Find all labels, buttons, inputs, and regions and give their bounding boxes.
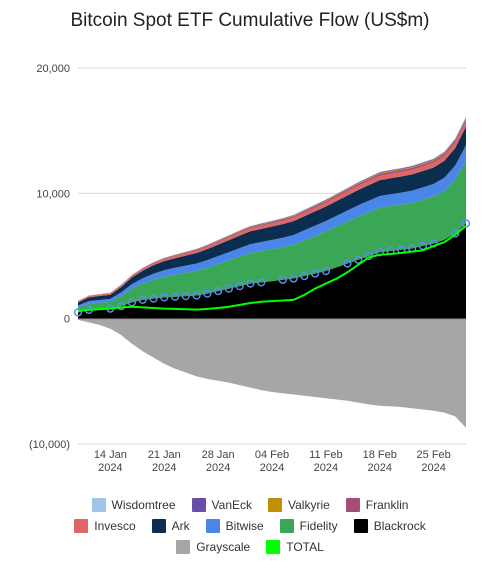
blackrock-marker	[73, 308, 83, 317]
blackrock-marker	[257, 278, 266, 287]
x-tick-label: 11 Feb 2024	[309, 449, 342, 474]
legend-item: TOTAL	[266, 540, 324, 554]
x-tick-label: 21 Jan 2024	[148, 449, 181, 474]
x-tick-label: 18 Feb 2024	[363, 449, 397, 474]
series-area-invesco	[78, 121, 466, 303]
blackrock-marker	[310, 269, 320, 278]
x-tick-label: 04 Feb 2024	[255, 449, 289, 474]
legend-label: Valkyrie	[288, 498, 330, 512]
legend-item: Valkyrie	[268, 498, 330, 512]
legend-row: Grayscale TOTAL	[0, 540, 500, 554]
legend-swatch	[345, 498, 360, 512]
blackrock-marker	[354, 255, 363, 264]
blackrock-marker	[160, 293, 169, 302]
blackrock-marker	[246, 279, 255, 288]
legend-label: Franklin	[365, 498, 409, 512]
legend-swatch	[205, 519, 220, 533]
legend-swatch	[91, 498, 106, 512]
y-tick-label: 10,000	[36, 188, 70, 200]
blackrock-marker	[278, 275, 287, 284]
chart-title: Bitcoin Spot ETF Cumulative Flow (US$m)	[70, 10, 430, 31]
legend-swatch	[176, 540, 191, 554]
blackrock-marker	[181, 291, 190, 301]
legend-label: Ark	[171, 519, 190, 533]
blackrock-marker	[300, 271, 309, 281]
legend-label: Blackrock	[373, 519, 426, 533]
legend-item: Wisdomtree	[91, 498, 176, 512]
series-area-ark	[78, 126, 466, 306]
series-area-vaneck	[78, 117, 466, 301]
legend-label: Bitwise	[225, 519, 264, 533]
blackrock-marker	[149, 294, 158, 303]
legend-item: Ark	[151, 519, 190, 533]
legend-item: Invesco	[74, 519, 136, 533]
legend-swatch	[191, 498, 206, 512]
legend-swatch	[266, 540, 281, 554]
blackrock-marker	[192, 291, 201, 300]
y-tick-label: 20,000	[36, 63, 70, 75]
legend-swatch	[353, 519, 368, 533]
legend-swatch	[74, 519, 89, 533]
legend-item: Bitwise	[205, 519, 264, 533]
series-area-blackrock	[78, 223, 466, 319]
blackrock-marker	[213, 286, 223, 296]
blackrock-marker	[343, 259, 352, 268]
series-area-grayscale	[78, 318, 466, 428]
legend-item: Franklin	[345, 498, 409, 512]
blackrock-marker	[203, 289, 212, 298]
legend-item: Grayscale	[176, 540, 250, 554]
y-tick-label: 0	[64, 314, 70, 326]
y-tick-label: (10,000)	[29, 439, 70, 451]
legend-label: TOTAL	[286, 540, 324, 554]
series-area-valkyrie	[78, 118, 466, 302]
legend-swatch	[151, 519, 166, 533]
blackrock-marker	[224, 284, 234, 293]
blackrock-marker	[321, 266, 331, 276]
legend-item: VanEck	[191, 498, 252, 512]
x-tick-label: 28 Jan 2024	[202, 449, 235, 474]
series-line-total	[77, 225, 467, 313]
blackrock-marker	[116, 301, 126, 311]
legend-swatch	[268, 498, 282, 512]
blackrock-marker	[451, 229, 460, 238]
chart-plot: 20,000 10,000 0 (10,000) 14 Jan 2024 21 Jan 202…	[29, 63, 471, 474]
series-area-franklin	[78, 119, 466, 302]
x-tick-label: 14 Jan 2024	[94, 449, 127, 474]
legend-item: Fidelity	[279, 519, 338, 533]
legend-swatch	[279, 519, 294, 533]
blackrock-marker	[289, 274, 298, 283]
chart-legend: Wisdomtree VanEck Valkyrie Franklin Invesco A…	[0, 498, 500, 561]
legend-item: Blackrock	[353, 519, 426, 533]
legend-row: Wisdomtree VanEck Valkyrie Franklin	[0, 498, 500, 512]
legend-label: VanEck	[211, 498, 252, 512]
legend-label: Grayscale	[196, 540, 251, 554]
legend-label: Fidelity	[299, 519, 338, 533]
blackrock-marker	[170, 292, 180, 301]
legend-row: Invesco Ark Bitwise Fidelity Blackrock	[0, 519, 500, 533]
blackrock-marker	[138, 295, 147, 305]
blackrock-marker	[235, 281, 244, 291]
legend-label: Wisdomtree	[111, 498, 176, 512]
x-tick-label: 25 Feb 2024	[417, 449, 451, 474]
series-area-fidelity	[78, 160, 466, 313]
legend-label: Invesco	[94, 519, 136, 533]
